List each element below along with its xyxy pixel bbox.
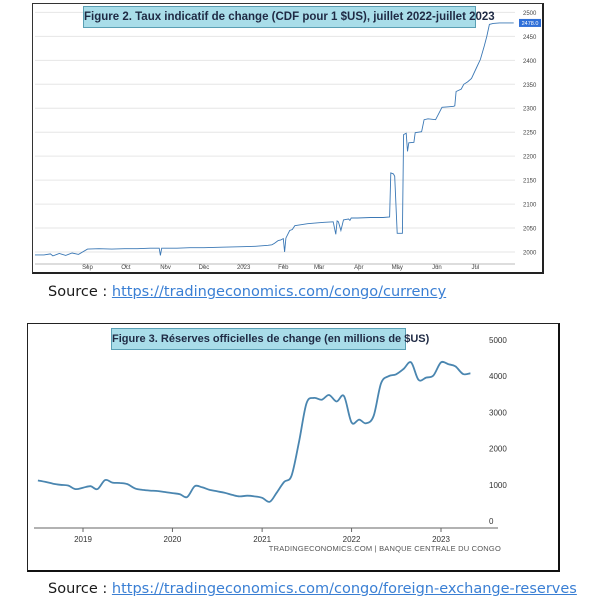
exchange-rate-chart-title: Figure 2. Taux indicatif de change (CDF … (83, 6, 495, 28)
x-tick-label: Nov (160, 265, 171, 271)
y-tick-label: 2450 (523, 35, 537, 41)
y-tick-label: 1000 (489, 481, 507, 490)
x-tick-label: Feb (278, 265, 289, 271)
y-tick-label: 2100 (523, 203, 537, 209)
reserves-credit: TRADINGECONOMICS.COM | BANQUE CENTRALE D… (268, 544, 501, 553)
x-tick-label: Mar (314, 265, 324, 271)
x-tick-label: May (392, 265, 403, 271)
x-tick-label: 2019 (74, 535, 92, 544)
y-tick-label: 2000 (523, 251, 537, 257)
y-tick-label: 5000 (489, 336, 507, 345)
x-tick-label: 2022 (343, 535, 361, 544)
y-tick-label: 0 (489, 517, 494, 526)
x-tick-label: Oct (121, 265, 131, 271)
y-tick-label: 2400 (523, 59, 537, 65)
source-label: Source : (48, 581, 112, 597)
x-tick-label: 2023 (432, 535, 450, 544)
x-tick-label: Apr (354, 265, 363, 271)
source-link-currency[interactable]: https://tradingeconomics.com/congo/curre… (111, 284, 447, 300)
source-label: Source : (48, 284, 112, 300)
y-tick-label: 2150 (523, 179, 537, 185)
y-tick-label: 2250 (523, 131, 537, 137)
source-line-reserves: Source : https://tradingeconomics.com/co… (48, 581, 577, 597)
x-tick-label: 2023 (237, 265, 251, 271)
x-tick-label: 2020 (164, 535, 182, 544)
exchange-rate-chart: 2000 2050 2100 2150 2200 2250 2300 2350 2400 2450… (32, 3, 544, 274)
y-tick-label: 2300 (523, 107, 537, 113)
x-tick-label: Dec (199, 265, 210, 271)
reserves-chart: 2019 2020 2021 2022 2023 0 1000 2000 3000 4000 500… (27, 323, 560, 572)
exchange-rate-series-line (35, 22, 514, 257)
y-tick-label: 2500 (523, 11, 537, 17)
y-tick-label: 2350 (523, 83, 537, 89)
x-tick-label: Sep (82, 265, 93, 271)
reserves-series-line (37, 360, 471, 503)
x-tick-label: 2021 (253, 535, 271, 544)
last-value-label: 2478.0 (522, 21, 539, 27)
y-tick-label: 4000 (489, 372, 507, 381)
x-tick-label: Jun (432, 265, 442, 271)
y-tick-label: 2050 (523, 227, 537, 233)
source-line-currency: Source : https://tradingeconomics.com/co… (48, 284, 446, 300)
last-value-badge (519, 18, 541, 27)
exchange-rate-plot: 2000 2050 2100 2150 2200 2250 2300 2350 2400 2450… (35, 11, 541, 271)
y-tick-label: 3000 (489, 408, 507, 417)
y-tick-label: 2000 (489, 445, 507, 454)
y-tick-label: 2200 (523, 155, 537, 161)
reserves-plot: 2019 2020 2021 2022 2023 0 1000 2000 3000 4000 500… (34, 336, 507, 544)
source-link-reserves[interactable]: https://tradingeconomics.com/congo/forei… (111, 581, 577, 597)
reserves-chart-title: Figure 3. Réserves officielles de change… (111, 328, 429, 350)
x-tick-label: Jul (471, 265, 479, 271)
